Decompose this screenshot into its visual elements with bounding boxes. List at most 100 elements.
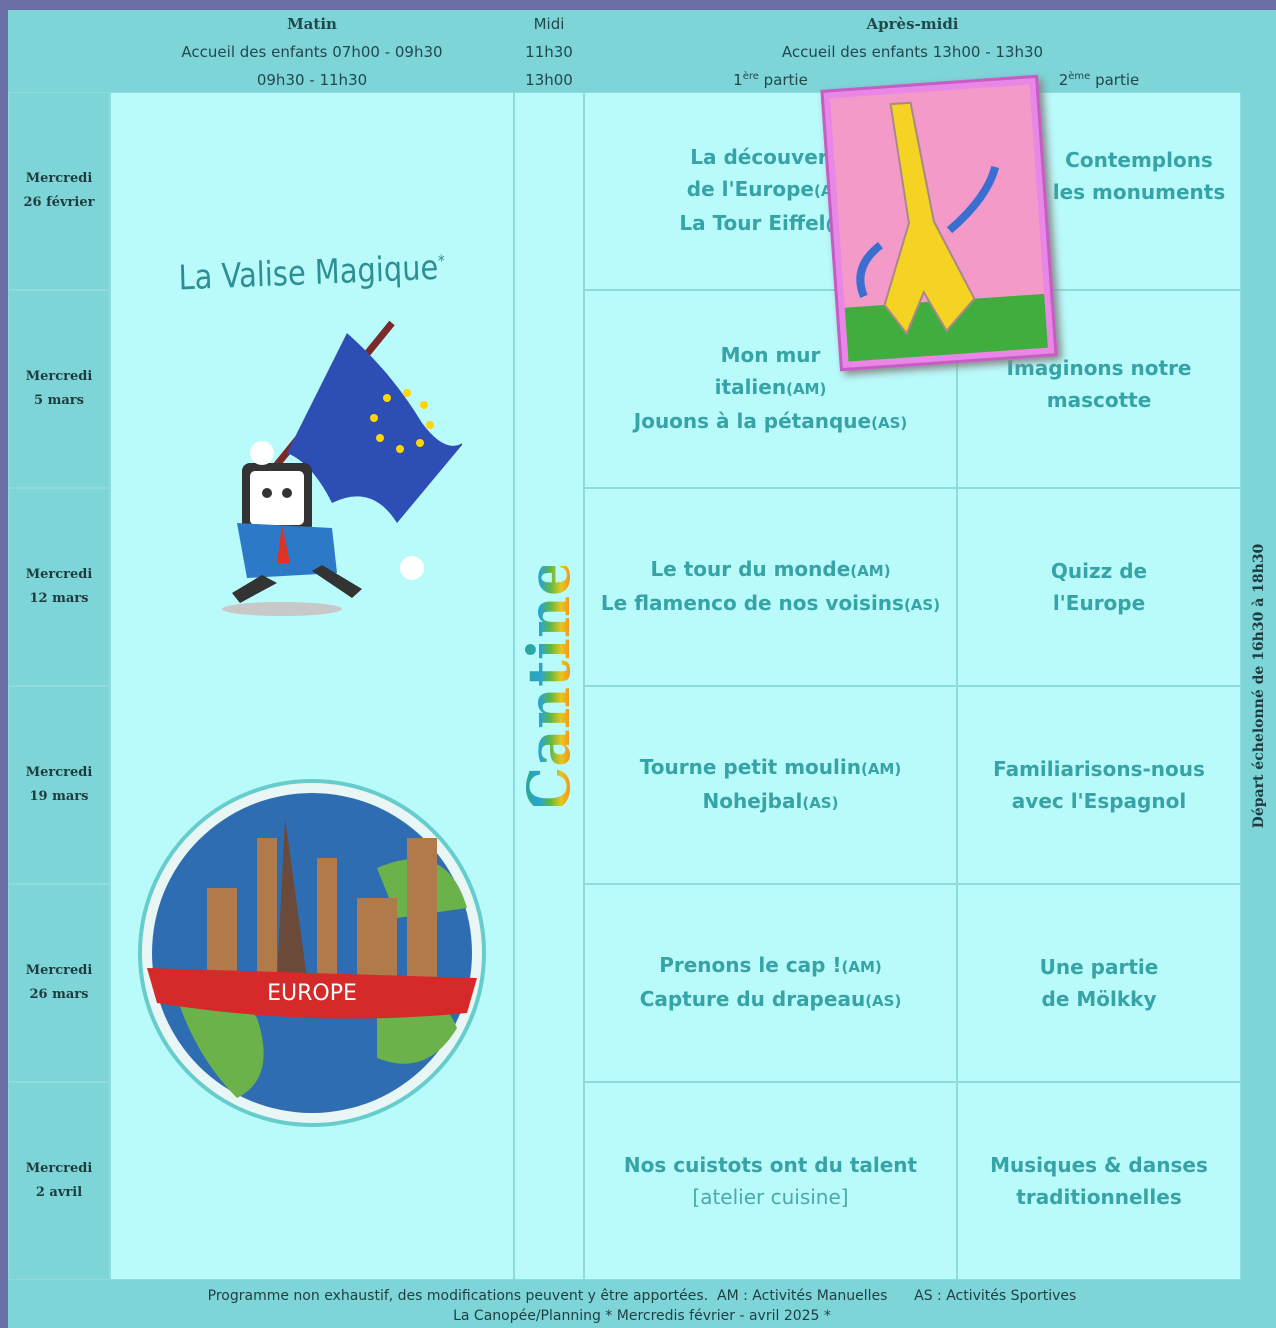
day-date: 2 avril (35, 1185, 83, 1200)
morning-title-text: La Valise Magique (178, 247, 440, 299)
day-cell: Mercredi 5 mars (8, 290, 110, 488)
activity-line: de Mölkky (1042, 983, 1157, 1015)
header-title: Midi (533, 15, 565, 33)
activity-text: Une partie (1039, 955, 1159, 979)
header-text: partie (763, 71, 808, 89)
activity-line: Nohejbal(AS) (703, 785, 839, 819)
activity-line: [atelier cuisine] (692, 1181, 848, 1213)
ordinal-suffix: ère (742, 71, 759, 82)
activity-text: Familiarisons-nous (993, 757, 1205, 781)
ordinal: 2 (1058, 71, 1069, 89)
activity-line: Musiques & danses (990, 1149, 1208, 1181)
activity-tag: (AM) (850, 562, 891, 580)
morning-title: La Valise Magique* (178, 248, 446, 299)
morning-cell: La Valise Magique* EUROPE (110, 92, 514, 1280)
day-date: 19 mars (29, 789, 89, 804)
activity-line: mascotte (1047, 384, 1152, 416)
activity-text: de l'Europe (686, 177, 814, 201)
activity-line: Capture du drapeau(AS) (640, 983, 902, 1017)
activity-text: avec l'Espagnol (1011, 789, 1187, 813)
activity-text: Capture du drapeau (639, 987, 866, 1011)
activity-line: avec l'Espagnol (1012, 785, 1186, 817)
day-date: 12 mars (29, 591, 89, 606)
header-text: partie (1095, 71, 1140, 89)
asterisk: * (437, 251, 446, 271)
activity-cell: Prenons le cap !(AM) Capture du drapeau(A… (584, 884, 957, 1082)
ordinal-suffix: ème (1068, 71, 1091, 82)
activity-text: traditionnelles (1016, 1185, 1182, 1209)
header-text: 13h00 (525, 71, 573, 89)
footer-legend: AS : Activités Sportives (914, 1288, 1077, 1304)
schedule: Matin Accueil des enfants 07h00 - 09h30 … (8, 10, 1276, 1328)
day-name: Mercredi (25, 369, 93, 384)
day-name: Mercredi (25, 567, 93, 582)
activity-text: Le flamenco de nos voisins (600, 591, 904, 615)
ordinal: 1 (733, 71, 743, 89)
day-cell: Mercredi 2 avril (8, 1082, 110, 1280)
activity-text: les monuments (1052, 180, 1226, 204)
part2-header: 2ème partie (957, 66, 1241, 94)
activity-cell: Familiarisons-nous avec l'Espagnol (957, 686, 1241, 884)
flag-illustration (222, 320, 462, 616)
day-date: 26 février (23, 195, 95, 210)
eiffel-illustration (830, 84, 1048, 362)
day-cell: Mercredi 19 mars (8, 686, 110, 884)
activity-cell: Quizz de l'Europe (957, 488, 1241, 686)
activity-line: Jouons à la pétanque(AS) (634, 405, 907, 439)
eiffel-picture (820, 74, 1058, 372)
activity-text: Prenons le cap ! (659, 953, 842, 977)
morning-header: Matin Accueil des enfants 07h00 - 09h30 … (110, 10, 514, 94)
header-text: Accueil des enfants 13h00 - 13h30 (781, 43, 1044, 61)
day-name: Mercredi (25, 171, 93, 186)
activity-line: l'Europe (1053, 587, 1145, 619)
activity-cell: Une partie de Mölkky (957, 884, 1241, 1082)
day-name: Mercredi (25, 765, 93, 780)
activity-text: Musiques & danses (990, 1153, 1208, 1177)
activity-tag: (AS) (871, 414, 908, 432)
part1-header: 1ère partie (584, 66, 957, 94)
activity-line: Mon mur (721, 339, 821, 371)
activity-line: Le flamenco de nos voisins(AS) (601, 587, 940, 621)
footer-line: Programme non exhaustif, des modificatio… (8, 1288, 1276, 1304)
activity-text: Jouons à la pétanque (633, 409, 872, 433)
activity-text: Nos cuistots ont du talent (623, 1153, 918, 1177)
day-name: Mercredi (25, 963, 93, 978)
activity-cell: Musiques & danses traditionnelles (957, 1082, 1241, 1280)
activity-text: l'Europe (1052, 591, 1146, 615)
departure-text: Départ échelonné de 16h30 à 18h30 (1251, 543, 1267, 828)
midi-cell: Cantine (514, 92, 584, 1280)
activity-line: Contemplons (1065, 144, 1213, 176)
activity-text: Nohejbal (702, 789, 803, 813)
header-title: Après-midi (866, 15, 959, 33)
cantine-word: Cantine (515, 566, 583, 806)
header-text: 09h30 - 11h30 (256, 71, 368, 89)
activity-tag: (AM) (841, 958, 882, 976)
day-date: 26 mars (29, 987, 89, 1002)
activity-cell: Tourne petit moulin(AM) Nohejbal(AS) (584, 686, 957, 884)
header-text: 11h30 (525, 43, 573, 61)
departure-strip: Départ échelonné de 16h30 à 18h30 (1251, 543, 1267, 828)
day-cell: Mercredi 26 février (8, 92, 110, 290)
activity-line: les monuments (1053, 176, 1225, 208)
activity-text: Imaginons notre (1006, 356, 1192, 380)
activity-line: italien(AM) (715, 371, 827, 405)
activity-tag: (AM) (860, 760, 902, 778)
header-title: Matin (287, 15, 337, 33)
activity-text: Quizz de (1050, 559, 1148, 583)
day-cell: Mercredi 12 mars (8, 488, 110, 686)
activity-text: Tourne petit moulin (639, 755, 861, 779)
activity-line: Familiarisons-nous (993, 753, 1205, 785)
activity-text: Contemplons (1065, 148, 1213, 172)
cantine: Cantine (515, 566, 583, 806)
day-cell: Mercredi 26 mars (8, 884, 110, 1082)
footer-line: La Canopée/Planning * Mercredis février … (453, 1308, 831, 1324)
europe-label: EUROPE (267, 981, 357, 1006)
activity-line: Une partie (1040, 951, 1159, 983)
activity-text: italien (714, 375, 787, 399)
activity-text: de Mölkky (1041, 987, 1157, 1011)
activity-cell: Nos cuistots ont du talent [atelier cuisi… (584, 1082, 957, 1280)
activity-line: Tourne petit moulin(AM) (640, 751, 901, 785)
activity-line: Imaginons notre (1007, 352, 1192, 384)
activity-tag: (AM) (786, 380, 827, 398)
activity-line: traditionnelles (1016, 1181, 1181, 1213)
